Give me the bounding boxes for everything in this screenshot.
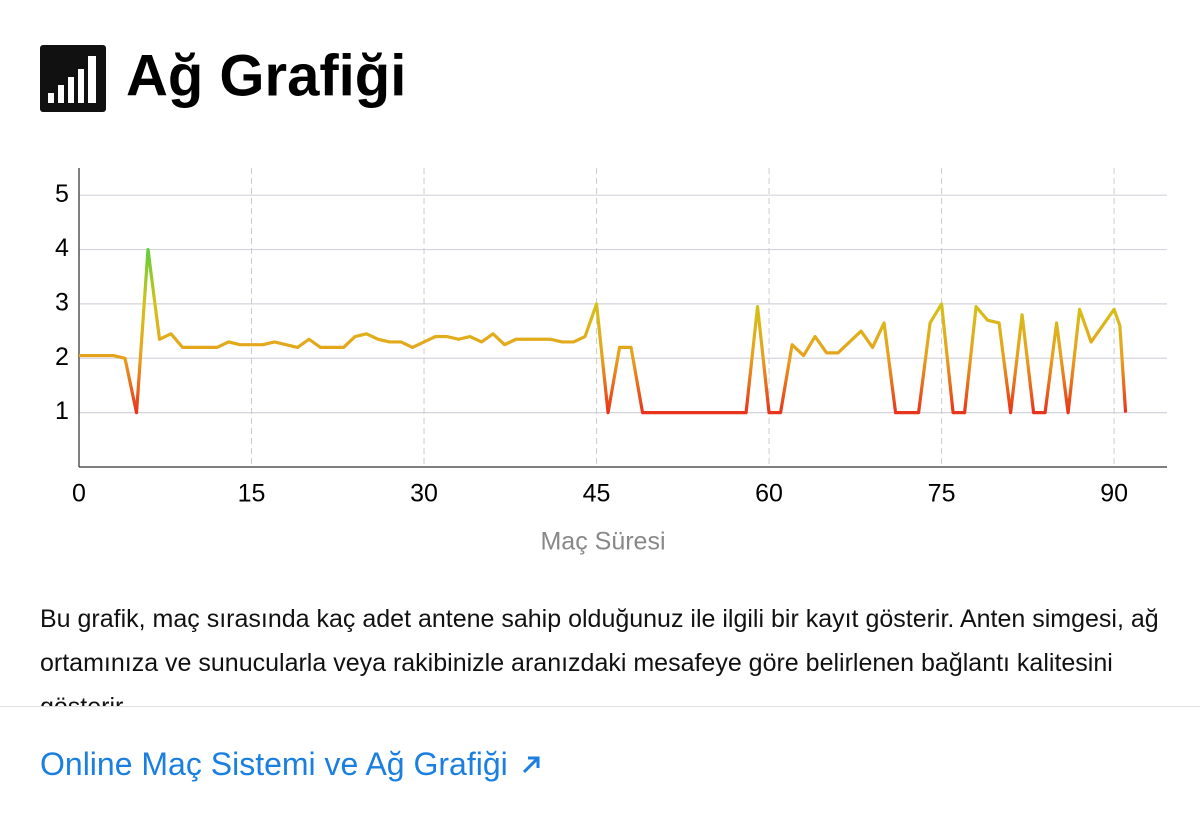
x-tick-label: 15 bbox=[238, 480, 266, 508]
help-link[interactable]: Online Maç Sistemi ve Ağ Grafiği bbox=[40, 746, 542, 783]
x-tick-label: 45 bbox=[583, 480, 611, 508]
description: Bu grafik, maç sırasında kaç adet antene… bbox=[40, 605, 1159, 706]
y-tick-label: 5 bbox=[55, 180, 69, 208]
external-icon[interactable] bbox=[520, 754, 542, 776]
signal-icon bbox=[40, 45, 106, 112]
divider bbox=[0, 706, 1200, 707]
data-line bbox=[79, 247, 1128, 415]
link-label[interactable]: Online Maç Sistemi ve Ağ Grafiği bbox=[40, 746, 508, 782]
y-tick-label: 2 bbox=[55, 343, 69, 371]
y-tick-label: 4 bbox=[55, 234, 69, 262]
y-tick-label: 1 bbox=[55, 397, 69, 425]
x-tick-label: 30 bbox=[410, 480, 438, 508]
x-tick-label: 90 bbox=[1100, 480, 1128, 508]
y-tick-label: 3 bbox=[55, 289, 69, 317]
page-title: Ağ Grafiği bbox=[126, 43, 406, 108]
x-axis-label: Maç Süresi bbox=[540, 528, 665, 556]
x-tick-label: 0 bbox=[72, 480, 86, 508]
x-tick-label: 75 bbox=[928, 480, 956, 508]
x-tick-label: 60 bbox=[755, 480, 783, 508]
